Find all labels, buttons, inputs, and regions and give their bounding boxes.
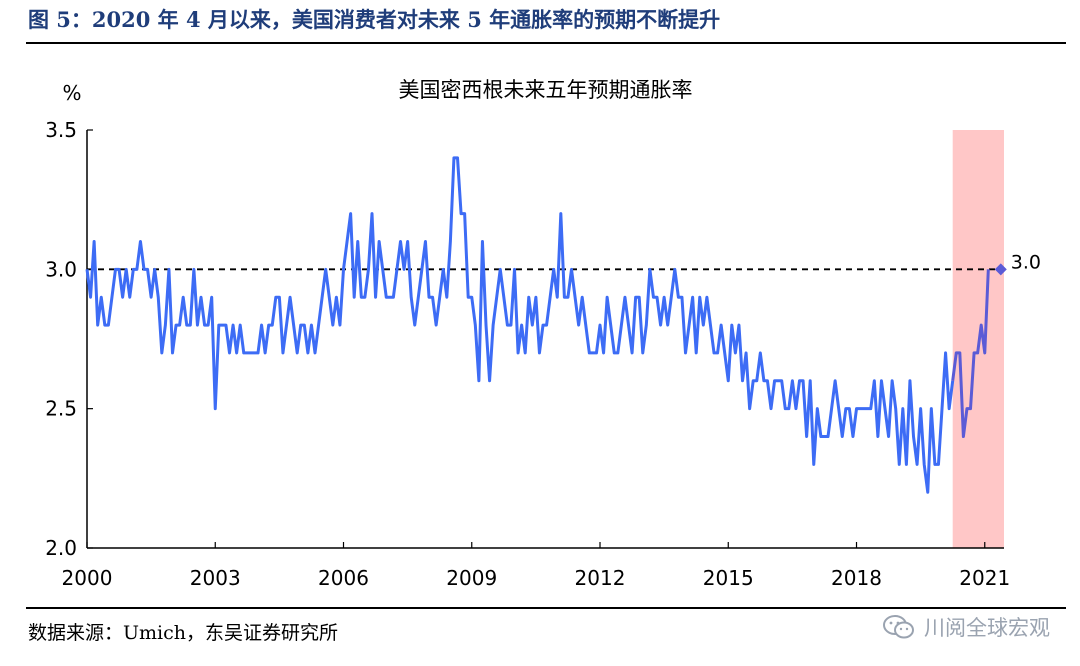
figure-title: 图 5：2020 年 4 月以来，美国消费者对未来 5 年通胀率的预期不断提升 <box>28 7 721 32</box>
series-line <box>85 156 955 494</box>
source-note: 数据来源：Umich，东吴证券研究所 <box>28 622 338 644</box>
endpoint-label: 3.0 <box>1011 251 1041 273</box>
x-tick-label: 2003 <box>190 566 241 590</box>
y-tick-label: 2.0 <box>45 536 77 560</box>
chart-title: 美国密西根未来五年预期通胀率 <box>399 78 693 102</box>
y-tick-label: 2.5 <box>45 397 77 421</box>
x-tick-label: 2000 <box>62 566 113 590</box>
x-tick-label: 2015 <box>703 566 754 590</box>
y-tick-label: 3.5 <box>45 118 77 142</box>
watermark-text: 川阅全球宏观 <box>924 616 1050 640</box>
x-tick-label: 2006 <box>318 566 369 590</box>
title-underline <box>26 42 1066 44</box>
y-axis-unit: % <box>62 81 81 105</box>
x-tick-label: 2009 <box>446 566 497 590</box>
x-tick-label: 2012 <box>575 566 626 590</box>
wechat-icon <box>883 615 914 639</box>
y-tick-label: 3.0 <box>45 257 77 281</box>
x-tick-label: 2021 <box>959 566 1010 590</box>
series-line-highlighted <box>951 269 990 439</box>
watermark: 川阅全球宏观 <box>882 612 1050 642</box>
x-tick-label: 2018 <box>831 566 882 590</box>
endpoint-marker <box>994 263 1007 276</box>
footer-rule <box>26 607 1066 609</box>
